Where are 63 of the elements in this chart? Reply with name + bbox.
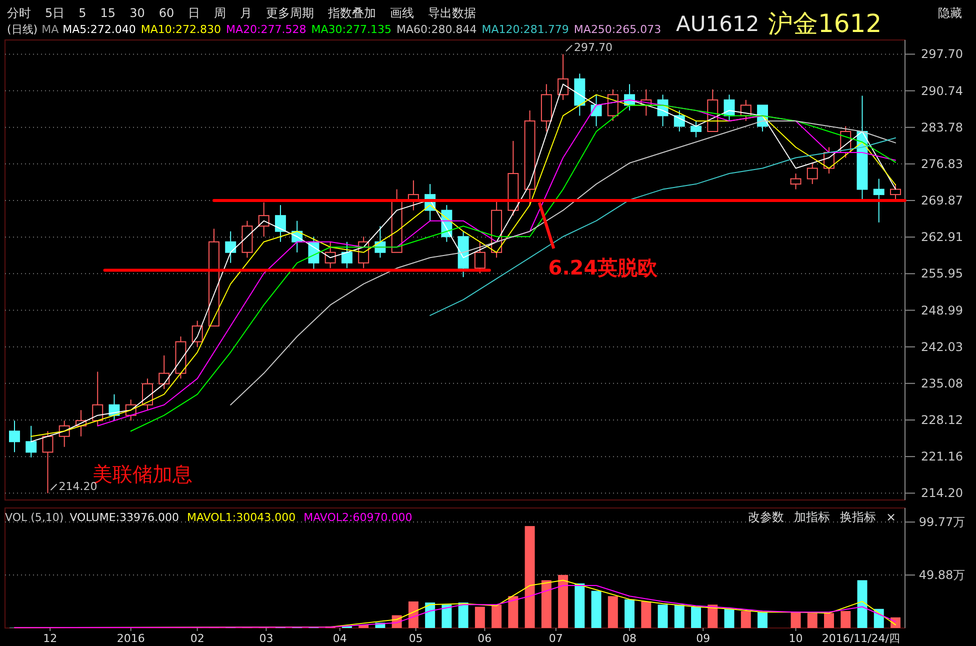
text: 隐藏 bbox=[938, 6, 962, 20]
y-tick-label: 297.70 bbox=[921, 47, 963, 62]
y-tick-label: 248.99 bbox=[921, 303, 963, 318]
y-tick-label: 228.12 bbox=[921, 412, 963, 427]
y-tick-label: 221.16 bbox=[921, 450, 963, 464]
text: 30 bbox=[130, 6, 145, 20]
text: MA250:265.073 bbox=[574, 23, 662, 36]
y-tick-label: 269.87 bbox=[921, 194, 963, 208]
text: MA120:281.779 bbox=[482, 23, 569, 36]
annotation: VOLUME:33976.000 bbox=[70, 511, 179, 524]
text: 更多周期 bbox=[266, 6, 314, 20]
text: (日线) bbox=[7, 23, 38, 36]
text: MA30:277.135 bbox=[311, 23, 392, 36]
text: 5日 bbox=[45, 6, 65, 20]
text: MA20:277.528 bbox=[226, 23, 306, 36]
x-tick-label: 09 bbox=[696, 632, 710, 645]
x-tick-label: 04 bbox=[332, 632, 347, 645]
y-tick-label: 283.78 bbox=[921, 120, 963, 134]
annotation: 297.70 bbox=[574, 41, 613, 54]
text: 月 bbox=[240, 6, 252, 20]
y-tick-label: 290.74 bbox=[921, 84, 963, 98]
text: 日 bbox=[188, 6, 200, 20]
chart-subtitle: 沪金1612 bbox=[768, 9, 882, 38]
chart-title: VOL (5,10) bbox=[5, 511, 64, 524]
text: MAVOL1:30043.000 bbox=[186, 511, 296, 524]
text: MA5:272.040 bbox=[62, 23, 136, 36]
text: 60 bbox=[158, 6, 174, 20]
x-tick-label: 02 bbox=[190, 632, 204, 645]
text: MA60:280.844 bbox=[396, 23, 477, 36]
annotation: 换指标 bbox=[840, 510, 876, 524]
text: 5 bbox=[78, 6, 86, 20]
x-tick-label: 08 bbox=[622, 632, 637, 645]
text: 周 bbox=[214, 6, 226, 20]
annotation: 6.24英脱欧 bbox=[548, 256, 659, 280]
text: 导出数据 bbox=[428, 6, 476, 20]
text: 画线 bbox=[390, 6, 414, 20]
chart-title: AU1612 bbox=[676, 12, 760, 36]
x-tick-label: 03 bbox=[259, 632, 274, 645]
text: MA bbox=[42, 23, 60, 36]
x-tick-label: 07 bbox=[548, 632, 563, 645]
y-tick-label: 242.03 bbox=[921, 340, 963, 354]
x-tick-label: 12 bbox=[43, 632, 58, 645]
text: 15 bbox=[100, 6, 116, 20]
x-tick-label: 05 bbox=[408, 632, 423, 645]
y-tick-label: 99.77万 bbox=[918, 515, 966, 530]
x-tick-label: 06 bbox=[478, 632, 492, 645]
y-tick-label: 262.91 bbox=[921, 230, 963, 244]
text: 分时 bbox=[7, 6, 31, 20]
y-tick-label: 49.88万 bbox=[918, 568, 966, 582]
text: 2016/11/24/四 bbox=[822, 632, 900, 645]
y-tick-label: 235.08 bbox=[921, 376, 963, 390]
text: 指数叠加 bbox=[327, 6, 376, 20]
text: MAVOL2:60970.000 bbox=[304, 511, 412, 524]
x-tick-label: 10 bbox=[788, 632, 803, 645]
y-tick-label: 214.20 bbox=[921, 486, 963, 500]
x-tick-label: 2016 bbox=[116, 632, 145, 645]
annotation: × bbox=[886, 510, 896, 524]
y-tick-label: 276.83 bbox=[921, 156, 963, 171]
annotation: 加指标 bbox=[794, 510, 830, 524]
text: MA10:272.830 bbox=[140, 23, 222, 36]
annotation: 214.20 bbox=[58, 480, 98, 494]
annotation: 改参数 bbox=[748, 510, 784, 524]
y-tick-label: 255.95 bbox=[921, 266, 963, 281]
